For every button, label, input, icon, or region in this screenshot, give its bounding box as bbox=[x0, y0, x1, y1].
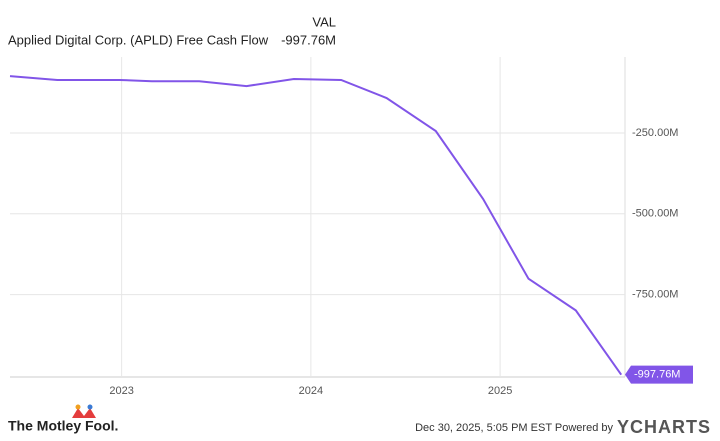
series-line bbox=[9, 75, 623, 376]
logo-bell bbox=[87, 404, 93, 410]
y-tick-label: -500.00M bbox=[632, 208, 678, 220]
x-tick-label: 2025 bbox=[488, 385, 512, 397]
legend-header: VAL bbox=[312, 14, 336, 29]
legend-series-name: Applied Digital Corp. (APLD) Free Cash F… bbox=[8, 32, 269, 47]
y-tick-label: -750.00M bbox=[632, 288, 678, 300]
legend-value: -997.76M bbox=[281, 32, 336, 47]
logo-bell bbox=[75, 404, 81, 410]
y-tick-label: -250.00M bbox=[632, 127, 678, 139]
provider-logo: YCHARTS bbox=[617, 417, 711, 437]
timestamp: Dec 30, 2025, 5:05 PM EST Powered by bbox=[415, 422, 613, 434]
value-tag bbox=[625, 365, 693, 384]
logo-hat bbox=[72, 408, 96, 418]
value-label: -997.76M bbox=[634, 369, 680, 381]
x-tick-label: 2023 bbox=[109, 385, 133, 397]
motley-fool-logo: The Motley Fool. bbox=[8, 404, 118, 434]
brand: The Motley Fool. bbox=[8, 418, 118, 434]
x-tick-label: 2024 bbox=[299, 385, 323, 397]
